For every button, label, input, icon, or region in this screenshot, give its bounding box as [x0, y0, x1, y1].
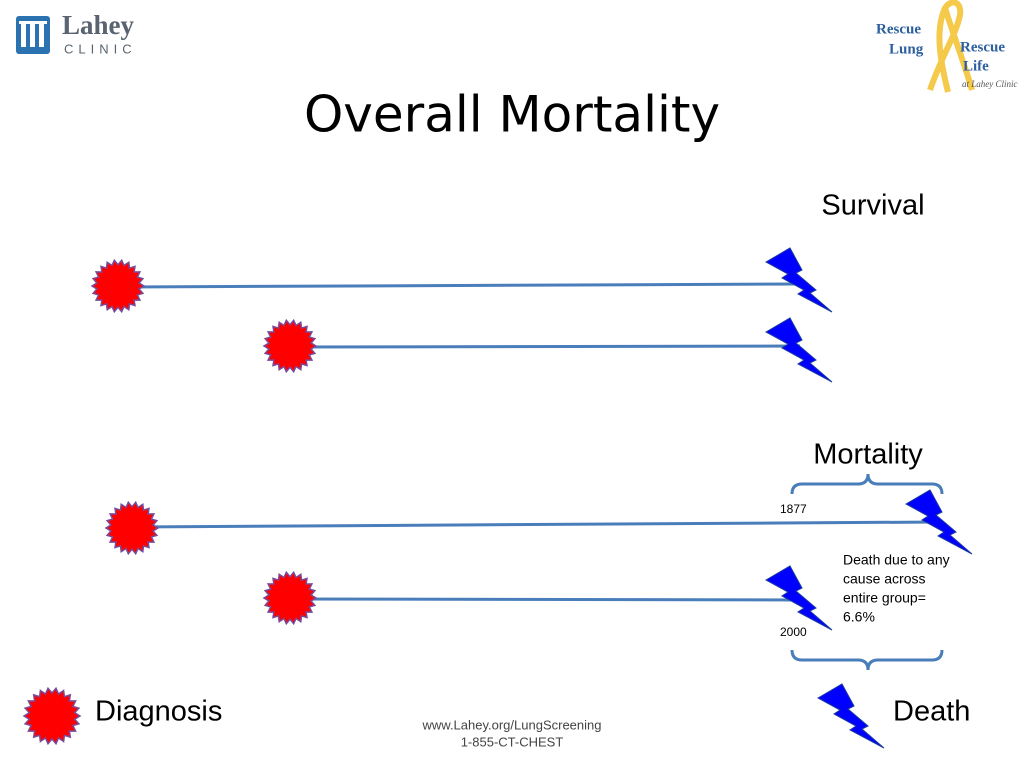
timeline [117, 282, 801, 289]
lahey-logo: Lahey CLINIC [16, 10, 137, 56]
icons [22, 247, 973, 749]
brace [790, 649, 944, 671]
timeline [131, 520, 941, 529]
logo-name: Lahey [62, 10, 135, 40]
diagnosis-burst [90, 258, 146, 314]
note-line: 6.6% [843, 609, 875, 625]
rescue-logo: Rescue Rescue Lung Life at Lahey Clinic [876, 0, 1018, 93]
diagnosis-burst [262, 318, 318, 374]
logo-text: Life [963, 58, 989, 74]
survival-label: Survival [821, 190, 924, 222]
logo-subname: CLINIC [64, 41, 137, 56]
mortality-label: Mortality [813, 439, 923, 471]
legend-diagnosis: Diagnosis [95, 696, 222, 728]
ribbon [927, 0, 964, 93]
logo-text: Lung [889, 41, 924, 57]
note: Death due to any cause across entire gro… [843, 552, 950, 625]
diagnosis-burst [104, 500, 160, 556]
note-line: Death due to any [843, 552, 950, 568]
brace [790, 473, 944, 495]
logo-text: Rescue [876, 21, 921, 37]
logo-text: Rescue [960, 39, 1005, 55]
timeline [289, 344, 801, 349]
death-bolt [904, 489, 973, 555]
footer-url: www.Lahey.org/LungScreening [422, 717, 602, 732]
timeline [289, 597, 801, 602]
legend-death: Death [893, 696, 970, 728]
death-bolt [816, 683, 885, 749]
diagnosis-burst [262, 570, 318, 626]
note-line: entire group= [843, 590, 926, 606]
footer-phone: 1-855-CT-CHEST [461, 734, 564, 749]
death-bolt [764, 317, 833, 383]
count-label: 1877 [780, 502, 807, 516]
braces [790, 473, 944, 671]
count-label: 2000 [780, 625, 807, 639]
timelines [117, 282, 941, 602]
diagnosis-burst [22, 686, 82, 746]
slide-title: Overall Mortality [304, 86, 720, 144]
death-bolt [764, 565, 833, 631]
note-line: cause across [843, 571, 925, 587]
death-bolt [764, 247, 833, 313]
logo-tagline: at Lahey Clinic [962, 79, 1018, 89]
